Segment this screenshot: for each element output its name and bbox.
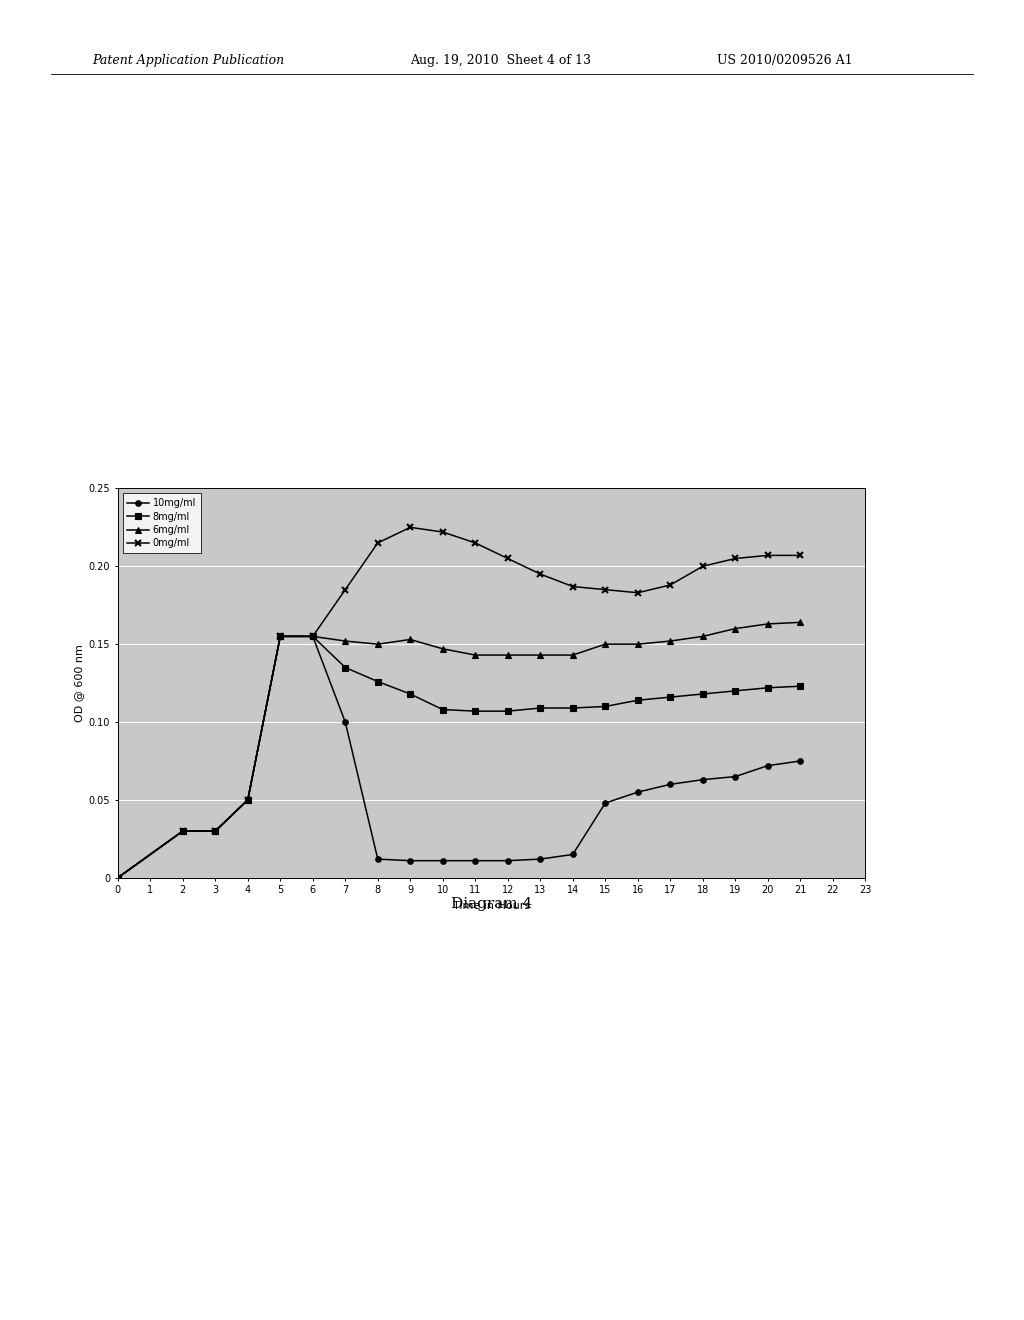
0mg/ml [762,548,774,564]
8mg/ml [729,682,741,698]
10mg/ml [436,853,449,869]
10mg/ml [176,824,188,840]
10mg/ml [696,772,709,788]
6mg/ml [209,824,221,840]
0mg/ml [535,566,547,582]
Text: Patent Application Publication: Patent Application Publication [92,54,285,67]
Line: 10mg/ml: 10mg/ml [115,634,803,880]
10mg/ml [112,870,124,886]
8mg/ml [502,704,514,719]
10mg/ml [372,851,384,867]
10mg/ml [599,795,611,810]
0mg/ml [404,519,417,536]
Text: Aug. 19, 2010  Sheet 4 of 13: Aug. 19, 2010 Sheet 4 of 13 [410,54,591,67]
10mg/ml [566,846,579,862]
8mg/ml [599,698,611,714]
6mg/ml [306,628,318,644]
10mg/ml [306,628,318,644]
10mg/ml [535,851,547,867]
10mg/ml [242,792,254,808]
X-axis label: Time in Hours: Time in Hours [453,902,530,911]
8mg/ml [274,628,287,644]
0mg/ml [242,792,254,808]
8mg/ml [436,702,449,718]
6mg/ml [469,647,481,663]
0mg/ml [436,524,449,540]
6mg/ml [762,616,774,632]
0mg/ml [112,870,124,886]
8mg/ml [404,686,417,702]
6mg/ml [795,614,807,630]
10mg/ml [274,628,287,644]
8mg/ml [242,792,254,808]
10mg/ml [209,824,221,840]
Y-axis label: OD @ 600 nm: OD @ 600 nm [75,644,84,722]
10mg/ml [729,768,741,784]
8mg/ml [372,673,384,689]
10mg/ml [632,784,644,800]
8mg/ml [209,824,221,840]
6mg/ml [535,647,547,663]
6mg/ml [665,634,677,649]
0mg/ml [599,582,611,598]
8mg/ml [176,824,188,840]
8mg/ml [306,628,318,644]
0mg/ml [632,585,644,601]
6mg/ml [404,631,417,647]
Text: Diagram 4: Diagram 4 [451,898,532,911]
8mg/ml [795,678,807,694]
6mg/ml [339,634,351,649]
6mg/ml [372,636,384,652]
8mg/ml [469,704,481,719]
10mg/ml [339,714,351,730]
8mg/ml [696,686,709,702]
10mg/ml [469,853,481,869]
Line: 8mg/ml: 8mg/ml [115,634,803,880]
10mg/ml [404,853,417,869]
0mg/ml [502,550,514,566]
6mg/ml [274,628,287,644]
6mg/ml [632,636,644,652]
0mg/ml [469,535,481,550]
Line: 6mg/ml: 6mg/ml [115,619,803,880]
0mg/ml [274,628,287,644]
8mg/ml [762,680,774,696]
6mg/ml [599,636,611,652]
6mg/ml [176,824,188,840]
Legend: 10mg/ml, 8mg/ml, 6mg/ml, 0mg/ml: 10mg/ml, 8mg/ml, 6mg/ml, 0mg/ml [123,494,201,553]
6mg/ml [729,620,741,636]
8mg/ml [632,692,644,708]
0mg/ml [665,577,677,593]
0mg/ml [795,548,807,564]
Text: US 2010/0209526 A1: US 2010/0209526 A1 [717,54,852,67]
6mg/ml [502,647,514,663]
0mg/ml [566,578,579,594]
0mg/ml [176,824,188,840]
6mg/ml [696,628,709,644]
8mg/ml [339,660,351,676]
10mg/ml [665,776,677,792]
0mg/ml [372,535,384,550]
6mg/ml [436,642,449,657]
8mg/ml [535,700,547,715]
10mg/ml [762,758,774,774]
6mg/ml [112,870,124,886]
8mg/ml [112,870,124,886]
8mg/ml [665,689,677,705]
0mg/ml [696,558,709,574]
Line: 0mg/ml: 0mg/ml [115,524,804,882]
8mg/ml [566,700,579,715]
6mg/ml [242,792,254,808]
6mg/ml [566,647,579,663]
10mg/ml [502,853,514,869]
0mg/ml [306,628,318,644]
0mg/ml [729,550,741,566]
10mg/ml [795,752,807,768]
0mg/ml [339,582,351,598]
0mg/ml [209,824,221,840]
